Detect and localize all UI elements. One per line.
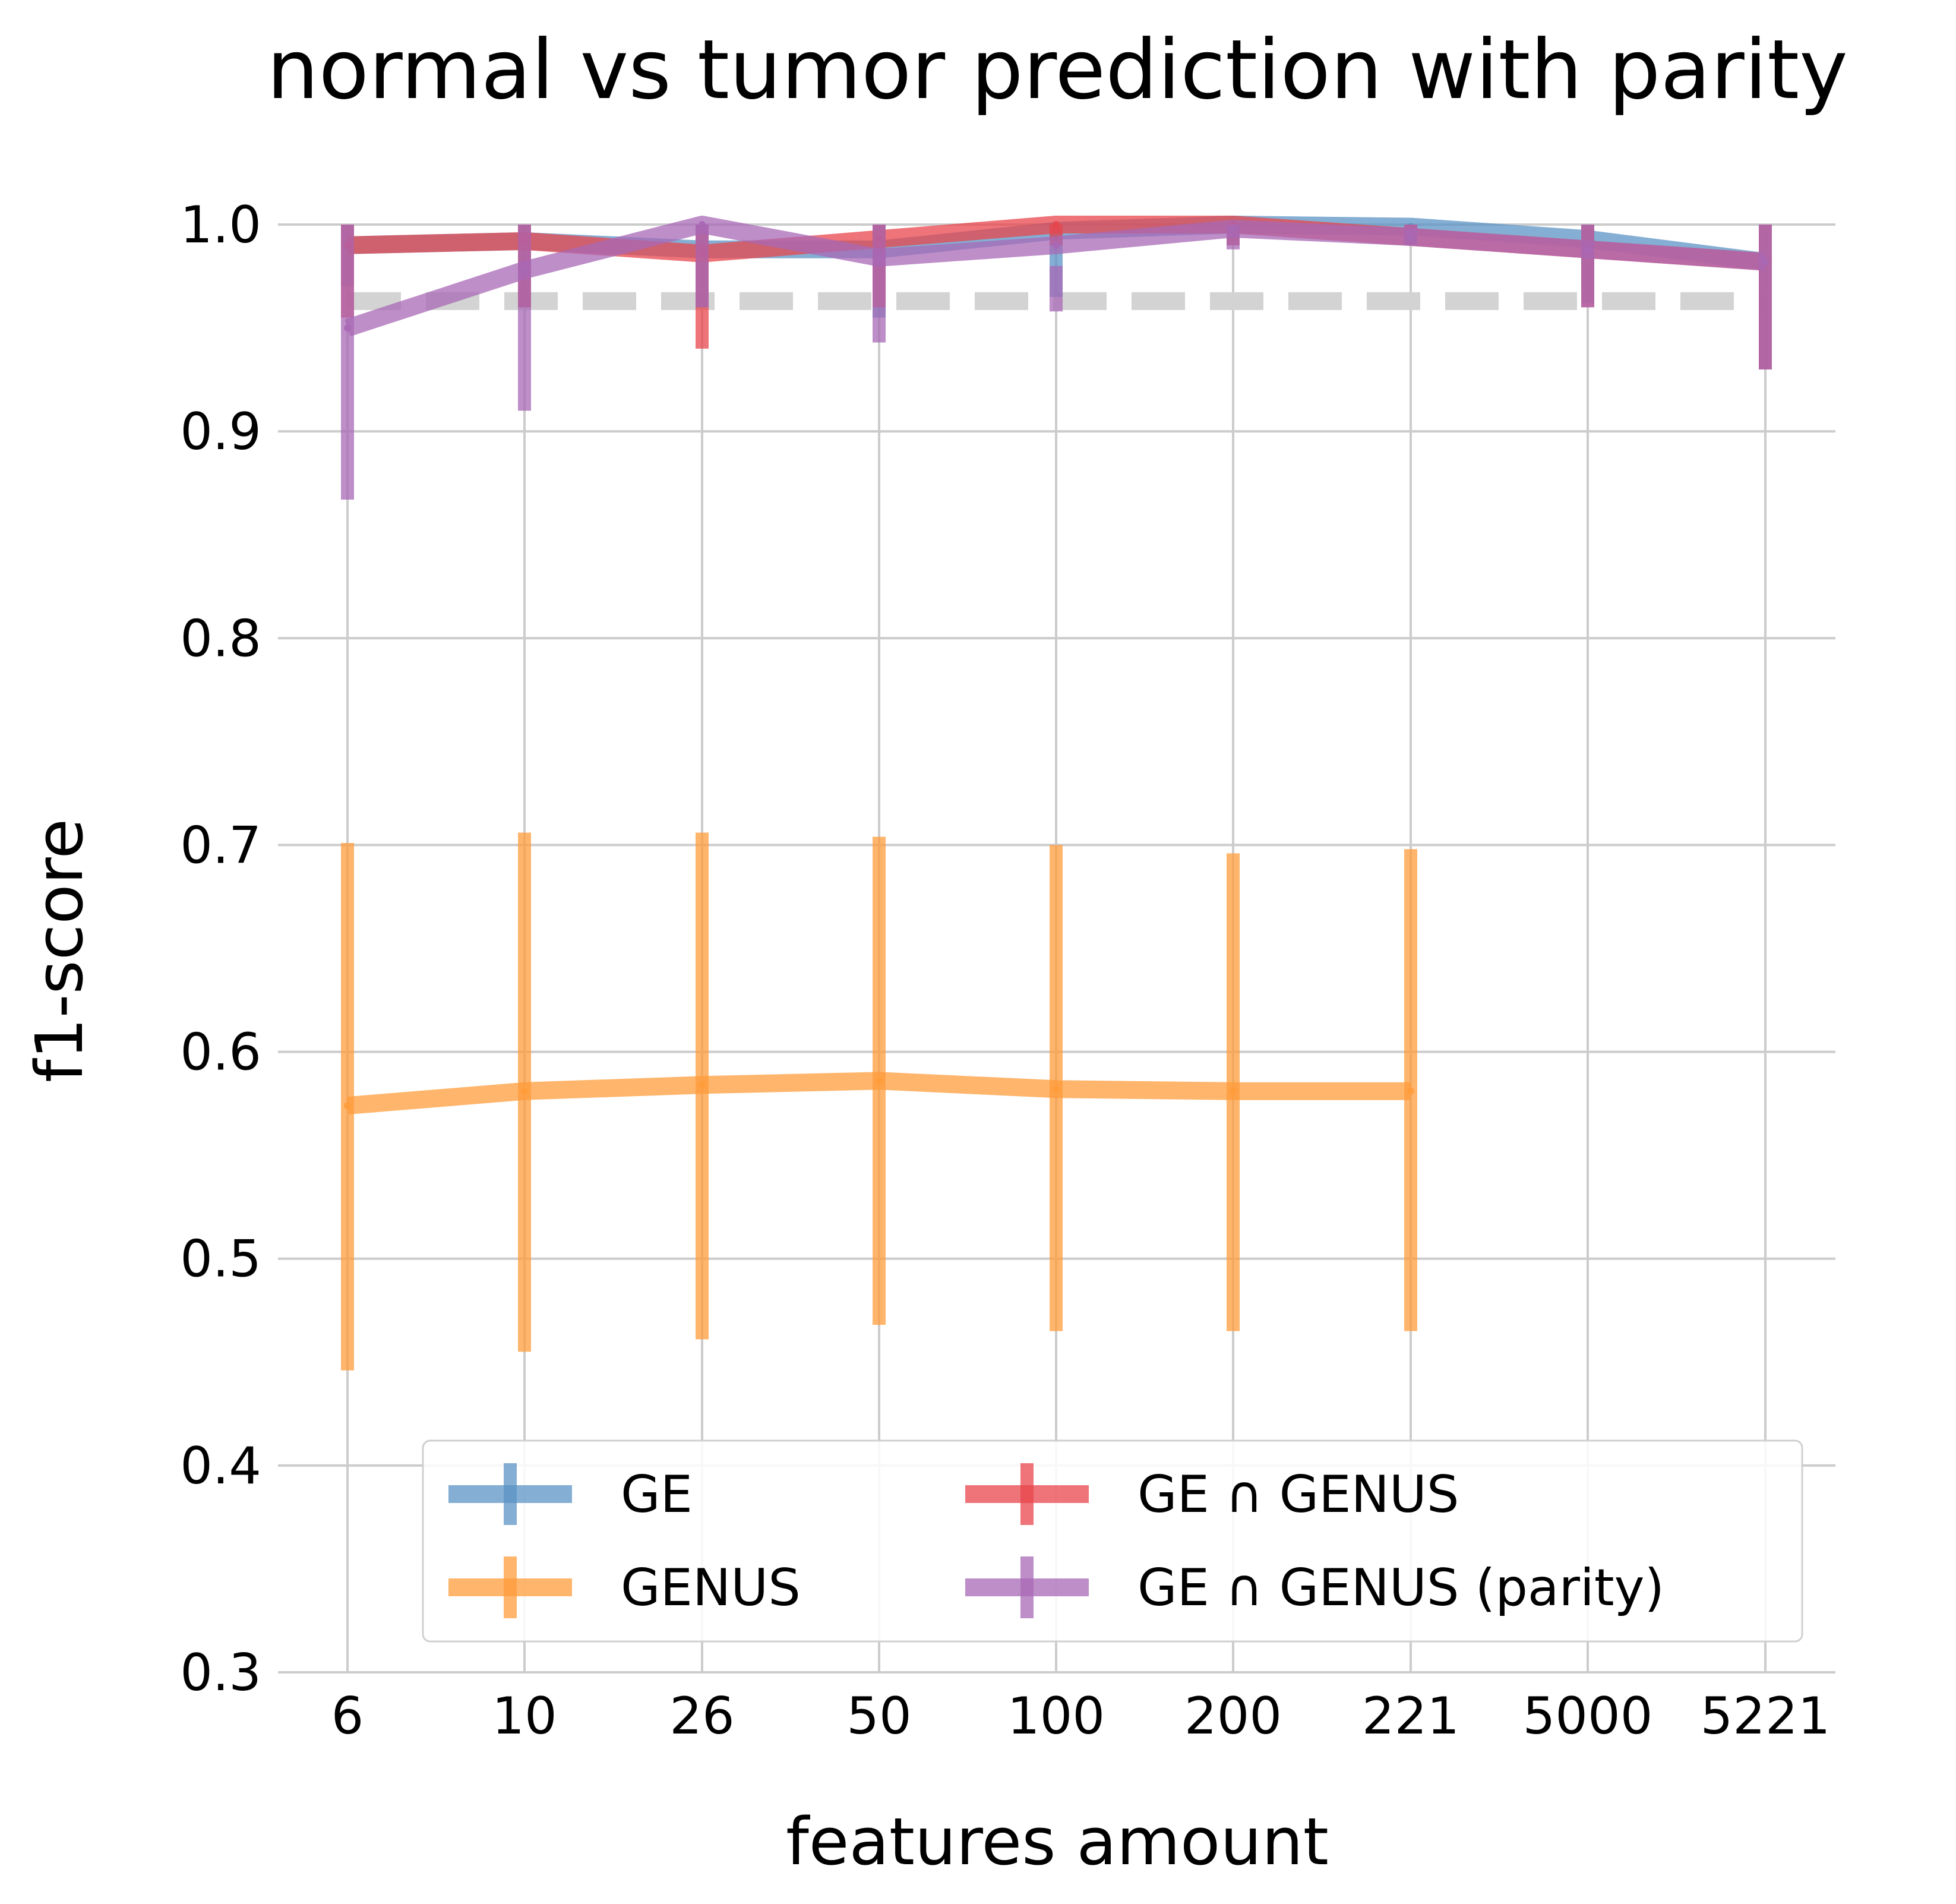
legend-item-ge-and-genus: GE ∩ GENUS (965, 1463, 1459, 1525)
data-point (521, 1087, 528, 1095)
legend-frame (422, 1439, 1803, 1643)
y-tick-label: 0.3 (180, 1643, 261, 1703)
data-point (344, 324, 351, 332)
legend-label: GE ∩ GENUS (1137, 1465, 1459, 1524)
legend-label: GE (621, 1465, 693, 1524)
data-point (521, 266, 528, 274)
x-tick-label: 10 (492, 1687, 557, 1746)
x-tick-label: 26 (669, 1687, 734, 1746)
data-point (344, 1102, 351, 1110)
series-ge-and-genus-parity (341, 216, 1772, 500)
data-point (1230, 225, 1237, 232)
x-tick-labels: 6 10 26 50 100 200 221 5000 5221 (331, 1687, 1831, 1746)
y-tick-label: 0.9 (180, 402, 261, 462)
data-point (699, 221, 706, 228)
y-tick-label: 1.0 (180, 195, 261, 255)
x-axis-label: features amount (786, 1804, 1329, 1880)
legend-item-ge: GE (448, 1463, 693, 1525)
y-tick-labels: 0.3 0.4 0.5 0.6 0.7 0.8 0.9 1.0 (180, 195, 261, 1703)
y-tick-label: 0.6 (180, 1023, 261, 1082)
data-point (1407, 1087, 1414, 1095)
data-point (1762, 258, 1769, 266)
x-tick-label: 6 (331, 1687, 364, 1746)
legend-item-genus: GENUS (448, 1556, 801, 1618)
legend: GE GENUS GE ∩ GENUS GE ∩ GENUS (parity) (422, 1439, 1803, 1643)
series-layer (341, 216, 1772, 1371)
data-point (1230, 1087, 1237, 1095)
legend-label: GENUS (621, 1558, 801, 1618)
data-point (1053, 221, 1060, 228)
x-tick-label: 200 (1184, 1687, 1282, 1746)
y-tick-label: 0.4 (180, 1436, 261, 1496)
chart-title: normal vs tumor prediction with parity (267, 22, 1848, 118)
y-tick-label: 0.7 (180, 816, 261, 875)
data-point (876, 254, 883, 261)
x-tick-label: 50 (846, 1687, 911, 1746)
data-point (1407, 233, 1414, 241)
x-tick-label: 100 (1007, 1687, 1105, 1746)
legend-item-ge-and-genus-parity: GE ∩ GENUS (parity) (965, 1556, 1664, 1618)
data-point (1584, 245, 1591, 253)
data-point (699, 1081, 706, 1089)
x-tick-label: 5000 (1523, 1687, 1653, 1746)
data-point (1053, 1085, 1060, 1093)
x-tick-label: 221 (1362, 1687, 1459, 1746)
data-point (1053, 241, 1060, 249)
x-tick-label: 5221 (1701, 1687, 1831, 1746)
series-genus (341, 832, 1417, 1371)
legend-label: GE ∩ GENUS (parity) (1137, 1558, 1664, 1618)
data-point (876, 1077, 883, 1085)
y-tick-label: 0.5 (180, 1230, 261, 1289)
y-tick-label: 0.8 (180, 609, 261, 668)
y-axis-label: f1-score (21, 819, 97, 1082)
